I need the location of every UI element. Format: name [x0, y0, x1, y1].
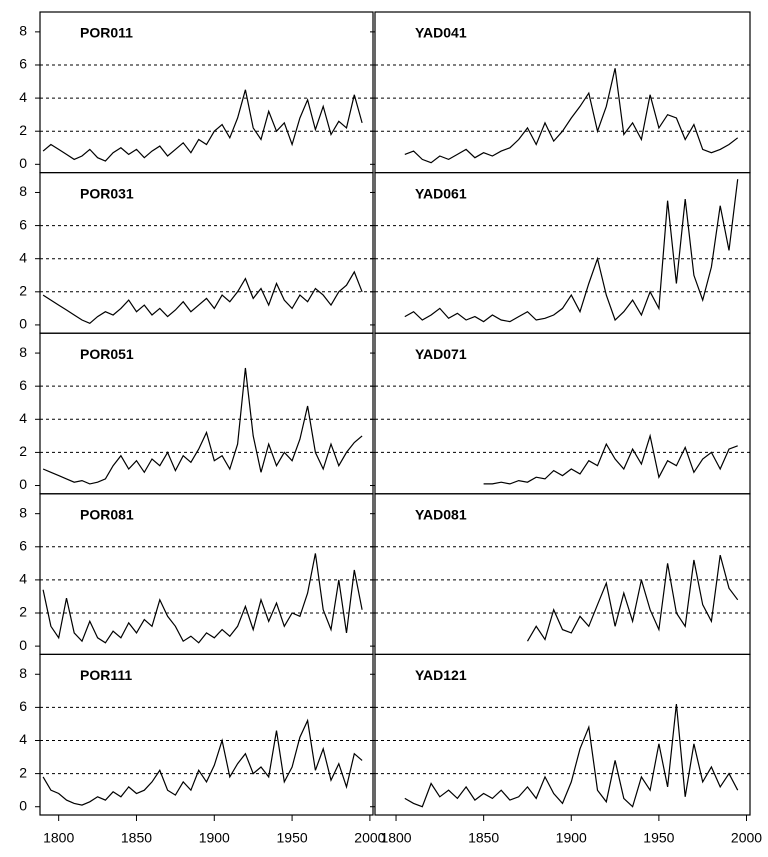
y-tick-label: 6	[19, 56, 27, 72]
series-line	[42, 718, 363, 806]
x-tick-label: 1800	[380, 830, 411, 846]
y-tick-label: 0	[19, 476, 27, 492]
x-tick-label: 1850	[121, 830, 152, 846]
series-line	[42, 89, 363, 162]
panel-title: POR081	[80, 507, 134, 523]
y-tick-label: 2	[19, 443, 27, 459]
panel-title: YAD081	[415, 507, 467, 523]
y-tick-label: 2	[19, 604, 27, 620]
y-tick-label: 8	[19, 183, 27, 199]
y-tick-label: 0	[19, 797, 27, 813]
y-tick-label: 2	[19, 764, 27, 780]
panel-title: YAD061	[415, 185, 467, 201]
panel-title: YAD071	[415, 346, 467, 362]
panel-title: POR031	[80, 185, 134, 201]
y-tick-label: 6	[19, 698, 27, 714]
x-tick-label: 1950	[277, 830, 308, 846]
x-tick-label: 1950	[643, 830, 674, 846]
x-tick-label: 2000	[731, 830, 762, 846]
y-tick-label: 4	[19, 731, 27, 747]
series-line	[42, 270, 363, 324]
series-line	[42, 367, 363, 485]
x-tick-label: 2000	[354, 830, 385, 846]
y-tick-label: 2	[19, 122, 27, 138]
y-tick-label: 2	[19, 283, 27, 299]
x-tick-label: 1900	[199, 830, 230, 846]
y-tick-label: 4	[19, 89, 27, 105]
y-tick-label: 0	[19, 637, 27, 653]
panel-title: YAD041	[415, 25, 467, 41]
panel-title: YAD121	[415, 667, 467, 683]
y-tick-label: 8	[19, 23, 27, 39]
panel-title: POR011	[80, 25, 133, 41]
panel-title: POR111	[80, 667, 132, 683]
x-tick-label: 1850	[468, 830, 499, 846]
y-tick-label: 8	[19, 665, 27, 681]
y-tick-label: 0	[19, 316, 27, 332]
y-tick-label: 6	[19, 537, 27, 553]
y-tick-label: 8	[19, 504, 27, 520]
series-line	[483, 433, 738, 485]
y-tick-label: 0	[19, 155, 27, 171]
y-tick-label: 8	[19, 344, 27, 360]
panel-frame	[374, 653, 751, 816]
y-tick-label: 4	[19, 249, 27, 265]
y-tick-label: 4	[19, 571, 27, 587]
x-tick-label: 1900	[556, 830, 587, 846]
series-line	[404, 179, 739, 323]
series-line	[404, 704, 739, 808]
panel-title: POR051	[80, 346, 134, 362]
series-line	[526, 554, 739, 642]
series-line	[404, 68, 739, 164]
y-tick-label: 6	[19, 377, 27, 393]
series-line	[42, 553, 363, 644]
panel-frame	[39, 653, 374, 816]
y-tick-label: 4	[19, 410, 27, 426]
y-tick-label: 6	[19, 216, 27, 232]
x-tick-label: 1800	[43, 830, 74, 846]
